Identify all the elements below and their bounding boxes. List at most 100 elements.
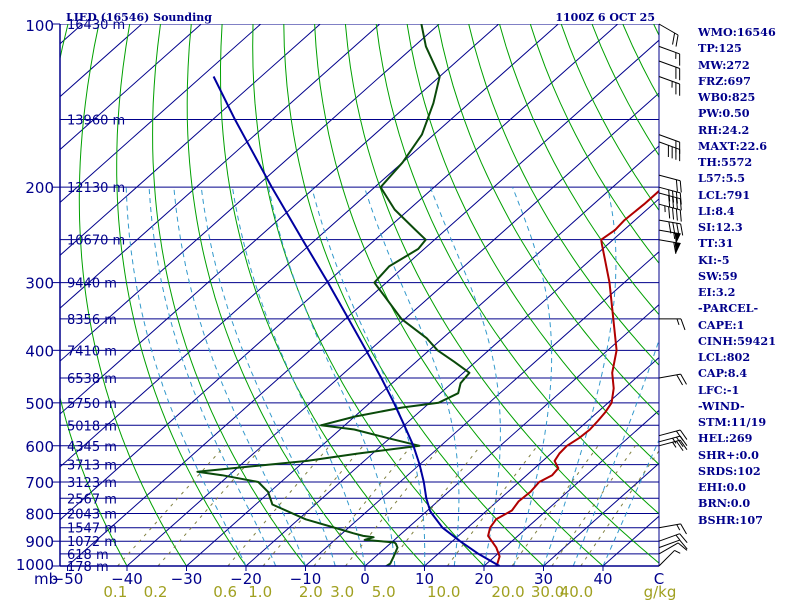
pressure-tick-label: 900 xyxy=(25,533,54,551)
isotherm-line xyxy=(60,24,559,468)
isotherm-line xyxy=(60,24,381,309)
wind-barb xyxy=(658,239,681,254)
height-label: 2567 m xyxy=(67,492,117,507)
index-line: CAPE:1 xyxy=(698,317,745,332)
index-line: WMO:16546 xyxy=(698,25,776,39)
height-label: 4345 m xyxy=(67,440,117,455)
isotherm-line xyxy=(186,145,659,566)
index-line: EI:3.2 xyxy=(698,285,736,299)
wind-barb-pennant xyxy=(674,232,681,245)
index-line: BSHR:107 xyxy=(698,512,763,527)
wind-barb-flag xyxy=(679,439,688,450)
isotherm-line xyxy=(245,198,659,566)
index-line: LFC:-1 xyxy=(698,382,740,397)
moist-adiabat-line xyxy=(512,187,553,566)
moist-adiabat-line xyxy=(572,338,659,566)
index-line: TT:31 xyxy=(698,236,734,251)
wind-barb-flag xyxy=(673,242,677,254)
wind-barb-flag xyxy=(675,179,678,192)
wind-barb xyxy=(658,539,688,550)
index-line: -PARCEL- xyxy=(698,301,759,316)
index-line: KI:-5 xyxy=(698,252,730,267)
pressure-tick-label: 1000 xyxy=(16,556,54,574)
height-label: 1072 m xyxy=(67,535,117,550)
height-label: 9440 m xyxy=(67,277,117,292)
index-line: CINH:59421 xyxy=(698,333,776,348)
wind-barb xyxy=(658,23,679,47)
height-label: 618 m xyxy=(67,548,109,563)
height-label: 3123 m xyxy=(67,476,117,491)
mixing-ratio-tick-label: 1.0 xyxy=(248,583,272,600)
moist-adiabat-line xyxy=(125,187,247,566)
dry-adiabat-line xyxy=(283,24,544,566)
height-label: 10670 m xyxy=(67,234,125,249)
wind-barb-half xyxy=(675,534,681,541)
wind-barb xyxy=(658,229,681,245)
wind-barb-flag xyxy=(675,191,678,204)
mixing-ratio-line xyxy=(313,445,412,566)
mixing-ratio-tick-label: 5.0 xyxy=(372,583,396,600)
height-label: 5018 m xyxy=(67,419,117,434)
dry-adiabat-line xyxy=(116,24,247,566)
index-line: LCL:791 xyxy=(698,187,751,202)
wind-barb-half xyxy=(676,318,680,326)
isotherm-line xyxy=(364,303,659,566)
wind-barb-flag xyxy=(672,32,676,45)
dry-adiabat-line xyxy=(314,24,604,566)
index-line: RH:24.2 xyxy=(698,122,750,137)
temperature-tick-label: −30 xyxy=(171,570,203,588)
stability-index-panel: WMO:16546 TP:125 MW:272 FRZ:697 WB0:825 PW:0.… xyxy=(698,24,800,528)
wind-barb-flag xyxy=(679,539,688,550)
temperature-tick-label: −50 xyxy=(52,570,84,588)
moist-adiabat-line xyxy=(311,187,426,566)
dry-adiabat-line xyxy=(219,24,425,566)
wind-barb-flag xyxy=(668,206,671,219)
moist-adiabat-line xyxy=(602,438,659,566)
pressure-tick-label: 700 xyxy=(25,474,54,492)
wind-barb xyxy=(658,219,684,236)
wind-barb xyxy=(658,549,681,567)
temperature-tick-label: 0 xyxy=(360,570,370,588)
index-line: SRDS:102 xyxy=(698,463,761,478)
pressure-tick-label: 100 xyxy=(25,17,54,35)
pressure-tick-label: 200 xyxy=(25,179,54,197)
wind-barb-flag xyxy=(675,197,678,210)
wind-barb-flag xyxy=(668,189,671,202)
dry-adiabat-line xyxy=(437,24,659,416)
index-line: EHI:0.0 xyxy=(698,480,746,494)
temperature-trace xyxy=(487,189,659,566)
height-label: 2043 m xyxy=(67,507,117,522)
index-line: L57:5.5 xyxy=(698,171,746,186)
wind-barb-flag xyxy=(668,221,672,234)
wind-barb-flag xyxy=(667,145,669,158)
mixing-ratio-tick-label: 0.2 xyxy=(144,583,168,600)
wind-barb xyxy=(659,318,686,331)
dry-adiabat-line xyxy=(78,24,187,566)
wind-barb xyxy=(658,429,688,441)
parcel-trace xyxy=(212,76,500,566)
wind-barb-flag xyxy=(672,207,675,220)
index-line: PW:0.50 xyxy=(698,106,750,121)
wind-barb-staff xyxy=(658,239,681,245)
trace-layer xyxy=(196,24,659,566)
moist-adiabat-line xyxy=(429,187,501,566)
wind-barb xyxy=(658,533,688,543)
wind-barb-flag xyxy=(672,190,675,203)
wind-barb-flag xyxy=(680,373,687,385)
wind-barb xyxy=(658,439,688,452)
index-line: BRN:0.0 xyxy=(698,496,751,511)
isotherm-line xyxy=(60,24,500,415)
height-label: 8356 m xyxy=(67,313,117,328)
wind-barb-half xyxy=(676,524,681,531)
isotherm-line xyxy=(60,24,440,362)
temperature-tick-label: −40 xyxy=(111,570,143,588)
header-time: 1100Z 6 OCT 25 xyxy=(555,11,655,24)
dewpoint-trace xyxy=(196,24,471,566)
dry-adiabat-line xyxy=(468,24,659,366)
wind-barb-flag xyxy=(675,440,684,452)
temperature-tick-label: 30 xyxy=(534,570,553,588)
wind-barb-half xyxy=(673,232,676,240)
temperature-tick-label: 20 xyxy=(474,570,493,588)
